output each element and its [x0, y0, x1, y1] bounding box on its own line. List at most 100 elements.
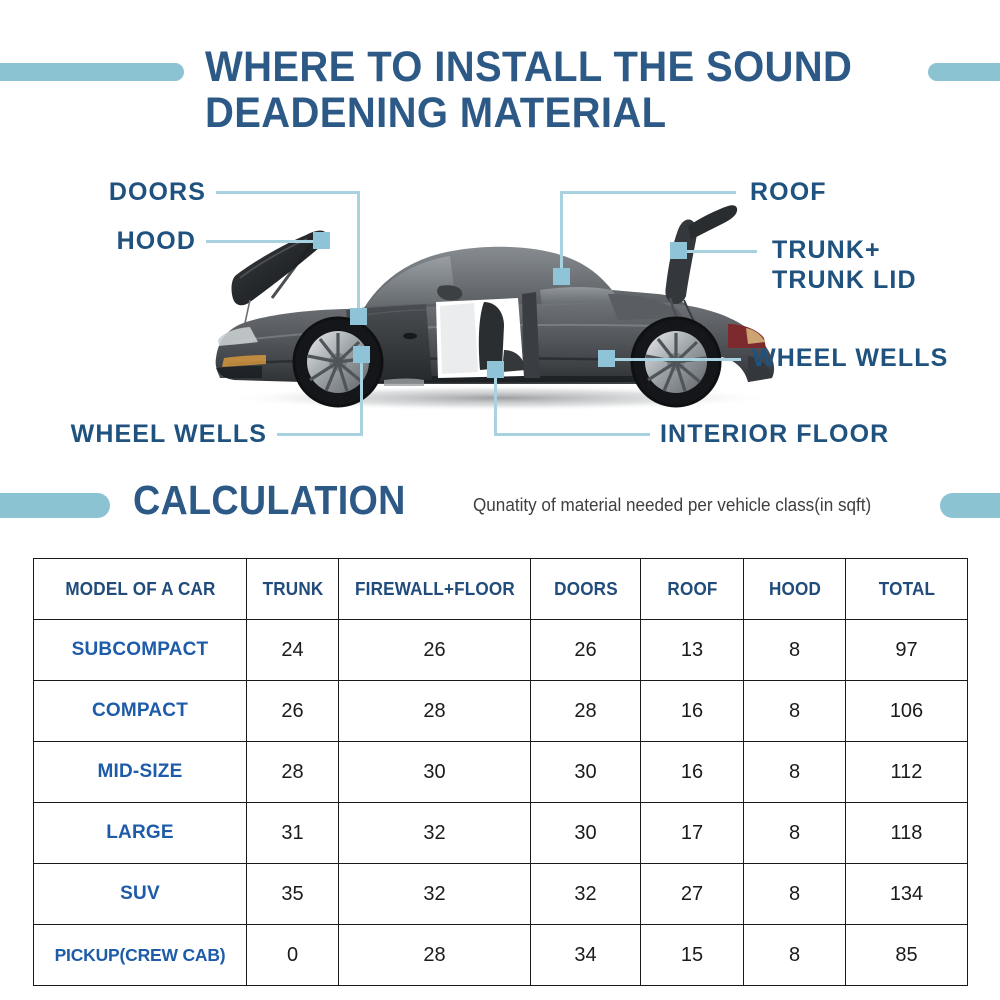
- table-row: PICKUP(CREW CAB) 0 28 34 15 8 85: [33, 924, 968, 986]
- leader-trunk-horizontal: [685, 250, 757, 253]
- page-title: WHERE TO INSTALL THE SOUND DEADENING MAT…: [205, 44, 925, 136]
- marker-trunk: [670, 242, 687, 259]
- front-end: [216, 327, 266, 378]
- cell-firewall-floor: 32: [338, 863, 531, 925]
- cell-doors: 34: [530, 924, 641, 986]
- diagram-label-wheel-wells-right: WHEEL WELLS: [752, 344, 949, 372]
- car-diagram: DOORS HOOD WHEEL WELLS ROOF TRUNK+ TRUNK…: [0, 150, 1000, 470]
- page-title-line2: DEADENING MATERIAL: [205, 89, 667, 137]
- leader-interiorfloor-vertical: [494, 372, 497, 435]
- cell-firewall-floor: 32: [338, 802, 531, 864]
- cell-model: PICKUP(CREW CAB): [33, 924, 247, 986]
- cell-model: SUV: [33, 863, 247, 925]
- cell-doors: 30: [530, 802, 641, 864]
- cell-firewall-floor: 30: [338, 741, 531, 803]
- diagram-label-trunk-lid: TRUNK LID: [772, 266, 917, 294]
- cell-total: 134: [845, 863, 968, 925]
- column-header-total: TOTAL: [848, 558, 965, 620]
- car-illustration: [188, 190, 812, 420]
- cell-doors: 32: [530, 863, 641, 925]
- column-header-hood: HOOD: [745, 558, 844, 620]
- cell-hood: 8: [743, 863, 846, 925]
- leader-wheelwells-left-vertical: [360, 358, 363, 435]
- cell-roof: 15: [640, 924, 744, 986]
- cell-trunk: 35: [246, 863, 339, 925]
- cell-model: SUBCOMPACT: [33, 619, 247, 681]
- leader-doors-vertical: [357, 191, 360, 309]
- cell-trunk: 0: [246, 924, 339, 986]
- decorative-bar-calc-left: [0, 493, 110, 518]
- diagram-label-doors: DOORS: [108, 178, 206, 206]
- decorative-bar-calc-right: [940, 493, 1000, 518]
- decorative-bar-top-right: [928, 63, 1000, 81]
- column-header-model: MODEL OF A CAR: [38, 558, 242, 620]
- cell-trunk: 31: [246, 802, 339, 864]
- cell-total: 112: [845, 741, 968, 803]
- cell-trunk: 28: [246, 741, 339, 803]
- marker-roof: [553, 268, 570, 285]
- decorative-bar-top-left: [0, 63, 184, 81]
- marker-doors: [350, 308, 367, 325]
- cell-model: LARGE: [33, 802, 247, 864]
- cell-firewall-floor: 28: [338, 680, 531, 742]
- diagram-label-hood: HOOD: [116, 227, 196, 255]
- table-row: COMPACT 26 28 28 16 8 106: [33, 680, 968, 742]
- diagram-label-interior-floor: INTERIOR FLOOR: [660, 420, 890, 448]
- leader-interiorfloor-horizontal: [494, 433, 650, 436]
- cell-hood: 8: [743, 802, 846, 864]
- cell-roof: 16: [640, 680, 744, 742]
- marker-interiorfloor: [487, 361, 504, 378]
- cell-firewall-floor: 26: [338, 619, 531, 681]
- marker-hood: [313, 232, 330, 249]
- cell-hood: 8: [743, 741, 846, 803]
- leader-wheelwells-right-horizontal: [613, 358, 741, 361]
- column-header-doors: DOORS: [532, 558, 639, 620]
- table-row: SUV 35 32 32 27 8 134: [33, 863, 968, 925]
- cell-roof: 13: [640, 619, 744, 681]
- cell-doors: 30: [530, 741, 641, 803]
- diagram-label-roof: ROOF: [750, 178, 827, 206]
- table-row: SUBCOMPACT 24 26 26 13 8 97: [33, 619, 968, 681]
- calculation-title: CALCULATION: [133, 477, 406, 523]
- cell-roof: 17: [640, 802, 744, 864]
- cell-doors: 26: [530, 619, 641, 681]
- diagram-label-wheel-wells-left: WHEEL WELLS: [70, 420, 267, 448]
- cell-model: MID-SIZE: [33, 741, 247, 803]
- column-header-firewall-floor: FIREWALL+FLOOR: [342, 558, 527, 620]
- tail-light: [728, 324, 766, 348]
- cell-hood: 8: [743, 924, 846, 986]
- column-header-trunk: TRUNK: [248, 558, 337, 620]
- leader-roof-vertical: [560, 191, 563, 269]
- leader-hood-horizontal: [206, 240, 316, 243]
- table-header-row: MODEL OF A CAR TRUNK FIREWALL+FLOOR DOOR…: [34, 558, 968, 620]
- leader-wheelwells-left-horizontal: [277, 433, 363, 436]
- cell-total: 85: [845, 924, 968, 986]
- rear-wheel: [630, 316, 722, 408]
- diagram-label-trunk: TRUNK+: [772, 236, 881, 264]
- table-row: MID-SIZE 28 30 30 16 8 112: [33, 741, 968, 803]
- table-row: LARGE 31 32 30 17 8 118: [33, 802, 968, 864]
- cell-roof: 27: [640, 863, 744, 925]
- cell-trunk: 26: [246, 680, 339, 742]
- cell-hood: 8: [743, 680, 846, 742]
- calculation-heading-row: CALCULATION Qunatity of material needed …: [0, 477, 1000, 538]
- marker-wheelwells-left: [353, 346, 370, 363]
- leader-roof-horizontal: [560, 191, 736, 194]
- rear-quarter: [540, 287, 684, 320]
- cell-total: 106: [845, 680, 968, 742]
- page-title-line1: WHERE TO INSTALL THE SOUND: [205, 43, 853, 91]
- cell-hood: 8: [743, 619, 846, 681]
- cabin-interior: [436, 292, 540, 378]
- cell-total: 118: [845, 802, 968, 864]
- cell-firewall-floor: 28: [338, 924, 531, 986]
- cell-doors: 28: [530, 680, 641, 742]
- column-header-roof: ROOF: [642, 558, 742, 620]
- leader-doors-horizontal: [216, 191, 360, 194]
- cell-total: 97: [845, 619, 968, 681]
- cell-model: COMPACT: [33, 680, 247, 742]
- cell-trunk: 24: [246, 619, 339, 681]
- marker-wheelwells-right: [598, 350, 615, 367]
- cell-roof: 16: [640, 741, 744, 803]
- calculation-table: MODEL OF A CAR TRUNK FIREWALL+FLOOR DOOR…: [33, 558, 968, 986]
